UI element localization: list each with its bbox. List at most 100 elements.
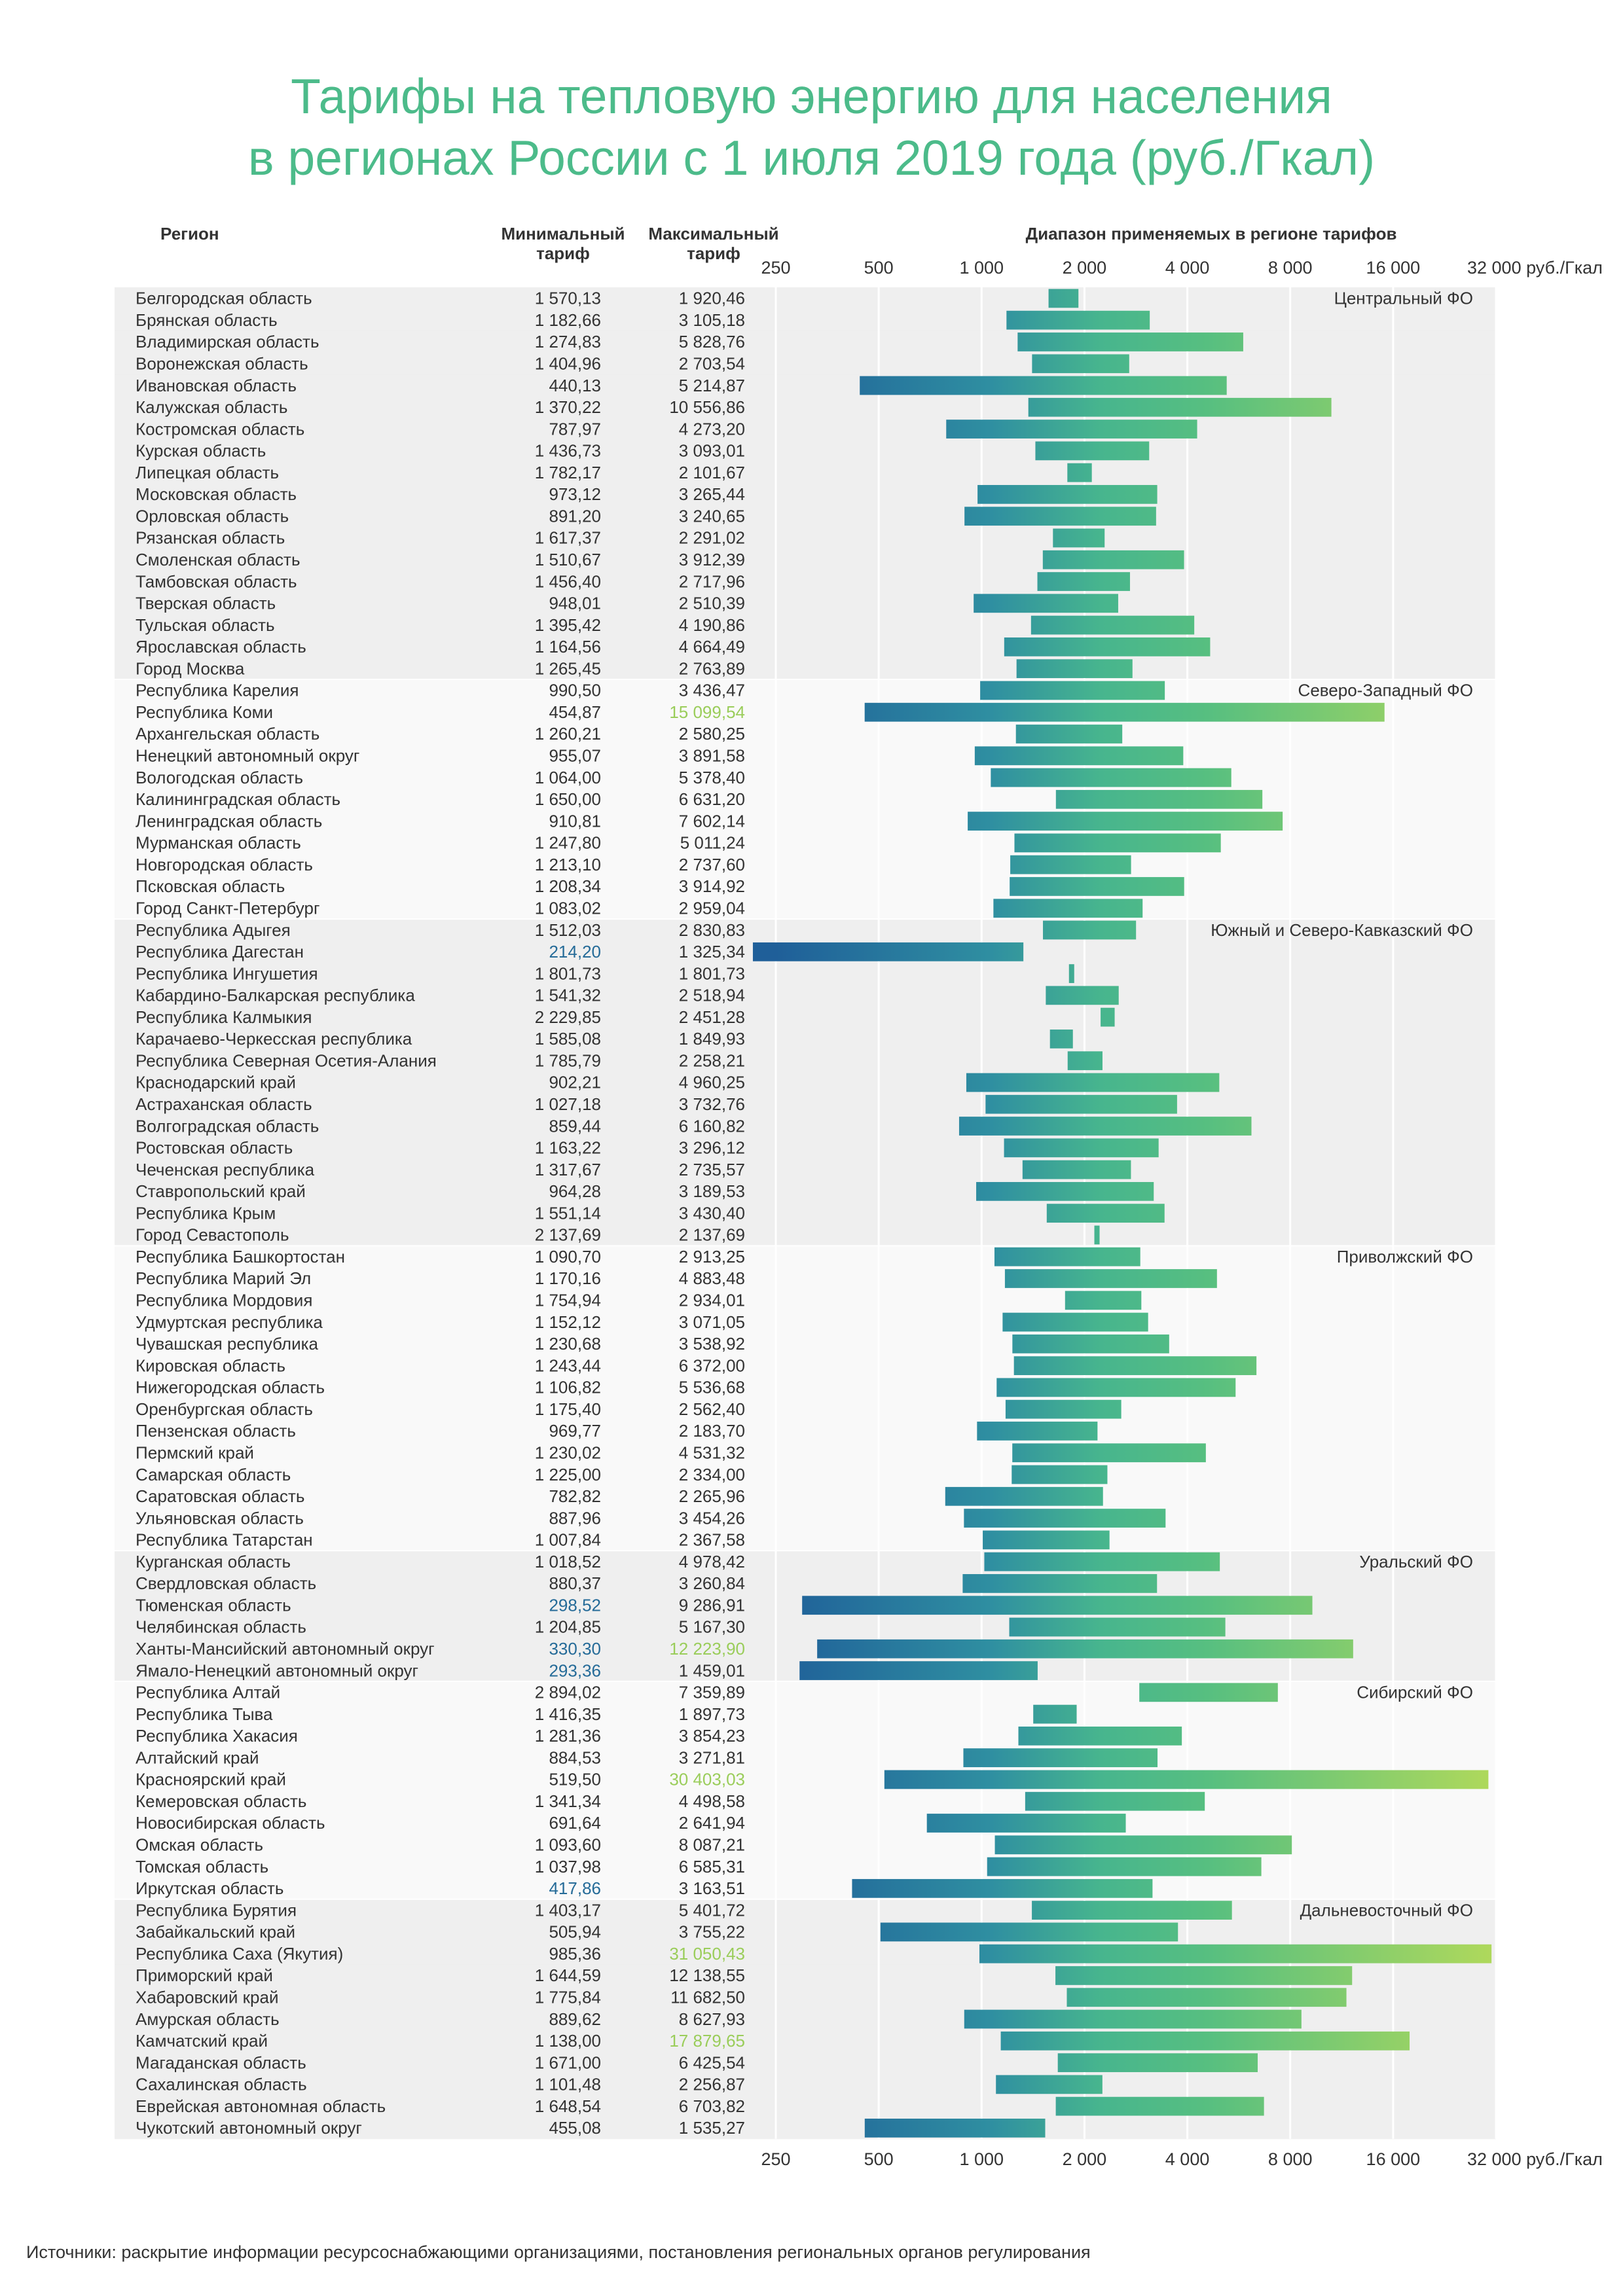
region-label: Пензенская область — [136, 1421, 296, 1441]
max-tariff-value: 5 401,72 — [679, 1900, 745, 1920]
min-tariff-value: 1 027,18 — [535, 1094, 601, 1114]
chart-title-line-1: Тарифы на тепловую энергию для населения — [291, 69, 1332, 124]
table-row-background — [115, 505, 1496, 528]
min-tariff-value: 330,30 — [549, 1639, 601, 1659]
tariff-range-bar — [1018, 1726, 1182, 1746]
x-tick-label-top: 4 000 — [1165, 258, 1210, 278]
tariff-range-bar — [1013, 1356, 1257, 1375]
max-tariff-value: 31 050,43 — [669, 1944, 745, 1964]
region-label: Псковская область — [136, 876, 285, 896]
table-row-background — [115, 287, 1496, 310]
tariff-range-bar — [802, 1596, 1313, 1615]
min-tariff-value: 880,37 — [549, 1573, 601, 1593]
region-label: Республика Коми — [136, 702, 273, 722]
max-tariff-value: 6 425,54 — [679, 2053, 745, 2072]
table-row-background — [115, 1812, 1496, 1835]
table-row-background — [115, 1921, 1496, 1943]
tariff-range-bar — [1055, 1966, 1353, 1985]
min-tariff-value: 2 137,69 — [535, 1225, 601, 1245]
max-tariff-value: 11 682,50 — [670, 1987, 745, 2007]
max-tariff-value: 1 897,73 — [679, 1704, 745, 1724]
min-tariff-value: 1 281,36 — [535, 1726, 601, 1746]
region-label: Липецкая область — [136, 463, 279, 482]
max-tariff-value: 2 763,89 — [679, 658, 745, 678]
header-tariff-range: Диапазон применяемых в регионе тарифов — [1025, 224, 1397, 243]
min-tariff-value: 1 106,82 — [535, 1378, 601, 1397]
max-tariff-value: 3 260,84 — [679, 1573, 745, 1593]
max-tariff-value: 3 732,76 — [679, 1094, 745, 1114]
table-row-background — [115, 1354, 1496, 1377]
region-label: Астраханская область — [136, 1094, 312, 1114]
tariff-range-bar — [1049, 1030, 1073, 1049]
min-tariff-value: 1 182,66 — [535, 310, 601, 330]
min-tariff-value: 985,36 — [549, 1944, 601, 1964]
max-tariff-value: 2 256,87 — [679, 2075, 745, 2094]
max-tariff-value: 1 801,73 — [679, 963, 745, 983]
min-tariff-value: 298,52 — [549, 1595, 601, 1615]
table-row-background — [115, 679, 1496, 702]
region-label: Мурманская область — [136, 833, 301, 853]
tariff-range-bar — [1006, 310, 1150, 330]
max-tariff-value: 4 664,49 — [679, 637, 745, 656]
table-row-background — [115, 548, 1496, 571]
region-label: Республика Хакасия — [136, 1726, 298, 1746]
region-label: Оренбургская область — [136, 1399, 313, 1419]
tariff-range-bar — [958, 1117, 1252, 1136]
min-tariff-value: 1 247,80 — [535, 833, 601, 853]
tariff-range-bar — [1016, 659, 1133, 679]
tariff-range-bar — [1004, 1269, 1217, 1288]
max-tariff-value: 4 273,20 — [679, 419, 745, 439]
max-tariff-value: 1 849,93 — [679, 1029, 745, 1049]
region-label: Новосибирская область — [136, 1813, 325, 1833]
tariff-range-bar — [1057, 2053, 1258, 2072]
table-row-background — [115, 2117, 1496, 2140]
tariff-range-bar — [1033, 1704, 1077, 1724]
region-label: Орловская область — [136, 506, 289, 526]
min-tariff-value: 1 090,70 — [535, 1247, 601, 1266]
table-row-background — [115, 352, 1496, 375]
tariff-range-bar — [1028, 397, 1332, 417]
region-label: Пермский край — [136, 1443, 254, 1462]
max-tariff-value: 3 105,18 — [679, 310, 745, 330]
tariff-range-bar — [1015, 725, 1123, 744]
tariff-range-bar — [884, 1770, 1489, 1789]
tariff-range-bar — [1032, 1901, 1232, 1920]
table-row-background — [115, 614, 1496, 636]
region-label: Республика Мордовия — [136, 1291, 312, 1310]
min-tariff-value: 887,96 — [549, 1508, 601, 1528]
min-tariff-value: 1 230,02 — [535, 1443, 601, 1462]
max-tariff-value: 10 556,86 — [669, 397, 745, 417]
region-label: Хабаровский край — [136, 1987, 278, 2007]
tariff-range-bar — [1055, 2096, 1264, 2116]
region-label: Республика Алтай — [136, 1683, 280, 1702]
region-label: Чукотский автономный округ — [136, 2118, 362, 2138]
min-tariff-value: 973,12 — [549, 484, 601, 504]
tariff-range-bar — [984, 1552, 1220, 1571]
min-tariff-value: 1 782,17 — [535, 463, 601, 482]
tariff-range-bar — [979, 1944, 1492, 1964]
federal-district-label: Уральский ФО — [1359, 1552, 1473, 1571]
region-label: Ульяновская область — [136, 1508, 304, 1528]
max-tariff-value: 3 189,53 — [679, 1181, 745, 1201]
max-tariff-value: 6 372,00 — [679, 1355, 745, 1375]
max-tariff-value: 6 585,31 — [679, 1857, 745, 1876]
tariff-range-bar — [1012, 1443, 1206, 1463]
min-tariff-value: 417,86 — [549, 1878, 601, 1898]
tariff-range-bar — [852, 1878, 1153, 1898]
max-tariff-value: 5 536,68 — [679, 1378, 745, 1397]
region-label: Сахалинская область — [136, 2075, 307, 2094]
max-tariff-value: 3 296,12 — [679, 1138, 745, 1158]
max-tariff-value: 2 641,94 — [679, 1813, 745, 1833]
region-label: Республика Марий Эл — [136, 1268, 311, 1288]
min-tariff-value: 1 007,84 — [535, 1530, 601, 1550]
region-label: Ненецкий автономный округ — [136, 746, 359, 766]
max-tariff-value: 2 101,67 — [679, 463, 745, 482]
max-tariff-value: 30 403,03 — [669, 1770, 745, 1789]
table-row-background — [115, 1681, 1496, 1704]
min-tariff-value: 902,21 — [549, 1073, 601, 1092]
tariff-range-bar — [1014, 833, 1221, 853]
min-tariff-value: 1 551,14 — [535, 1203, 601, 1223]
table-row-background — [115, 1376, 1496, 1399]
max-tariff-value: 2 183,70 — [679, 1421, 745, 1441]
min-tariff-value: 1 037,98 — [535, 1857, 601, 1876]
